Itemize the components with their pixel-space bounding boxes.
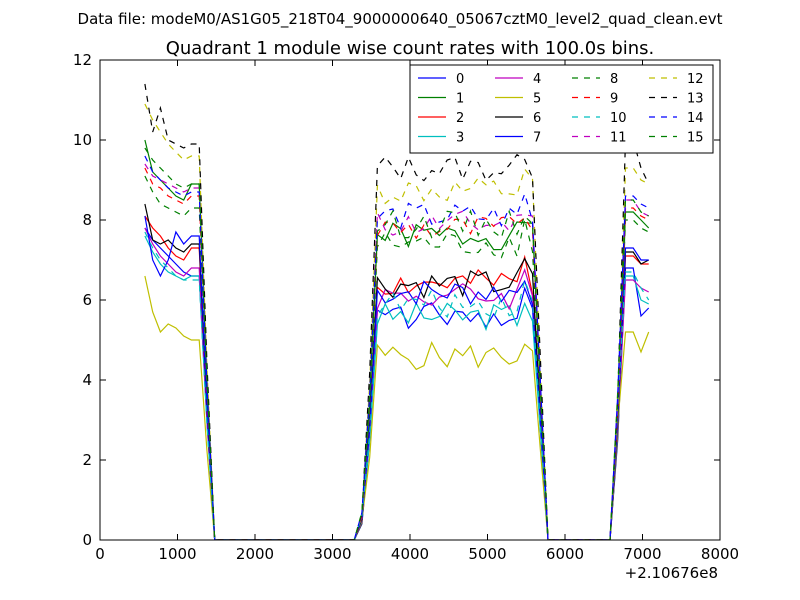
series-line-6 [144, 203, 649, 540]
series-line-0 [144, 227, 650, 540]
legend-label-9: 9 [610, 92, 618, 107]
legend-box [409, 64, 714, 154]
legend-label-4: 4 [533, 72, 541, 87]
x-tick-label: 6000 [546, 545, 584, 563]
series-line-12 [144, 103, 649, 540]
series-layer [144, 83, 650, 540]
series-line-2 [144, 215, 649, 540]
series-line-13 [144, 83, 650, 540]
legend-label-0: 0 [456, 72, 464, 87]
legend-label-8: 8 [610, 72, 618, 87]
suptitle: Data file: modeM0/AS1G05_218T04_90000006… [78, 10, 723, 29]
x-offset-label: +2.10676e8 [625, 564, 718, 582]
y-tick-label: 2 [82, 451, 92, 469]
series-line-4 [144, 227, 649, 540]
x-tick-label: 5000 [468, 545, 506, 563]
chart-title: Quadrant 1 module wise count rates with … [166, 38, 655, 59]
legend-label-10: 10 [610, 111, 627, 126]
x-tick-label: 3000 [313, 545, 351, 563]
y-tick-label: 8 [82, 211, 92, 229]
legend-label-7: 7 [533, 131, 541, 146]
legend-label-3: 3 [456, 131, 464, 146]
series-line-8 [144, 175, 649, 540]
series-line-15 [144, 147, 649, 540]
series-line-5 [144, 275, 650, 540]
legend-label-1: 1 [456, 92, 464, 107]
x-tick-label: 1000 [158, 545, 196, 563]
x-tick-label: 2000 [236, 545, 274, 563]
series-line-7 [144, 215, 649, 540]
y-tick-label: 4 [82, 371, 92, 389]
tick-layer: 0 1000 2000 3000 4000 5000 6000 7000 80000246810… [73, 51, 739, 563]
series-line-10 [144, 231, 650, 540]
legend-label-13: 13 [687, 92, 704, 107]
series-line-9 [144, 167, 649, 540]
x-tick-label: 0 [95, 545, 105, 563]
legend-label-12: 12 [687, 72, 704, 87]
legend-label-5: 5 [533, 92, 541, 107]
legend-label-15: 15 [687, 131, 704, 146]
legend-label-2: 2 [456, 111, 464, 126]
y-tick-label: 10 [73, 131, 92, 149]
series-line-1 [144, 139, 650, 540]
x-tick-label: 4000 [391, 545, 429, 563]
series-line-14 [144, 155, 649, 540]
x-tick-label: 8000 [701, 545, 739, 563]
series-line-3 [144, 235, 649, 540]
x-tick-label: 7000 [623, 545, 661, 563]
y-tick-label: 0 [82, 531, 92, 549]
series-line-11 [144, 163, 649, 540]
y-tick-label: 12 [73, 51, 92, 69]
legend-label-6: 6 [533, 111, 541, 126]
y-tick-label: 6 [82, 291, 92, 309]
legend-label-11: 11 [610, 131, 627, 146]
legend-label-14: 14 [687, 111, 704, 126]
